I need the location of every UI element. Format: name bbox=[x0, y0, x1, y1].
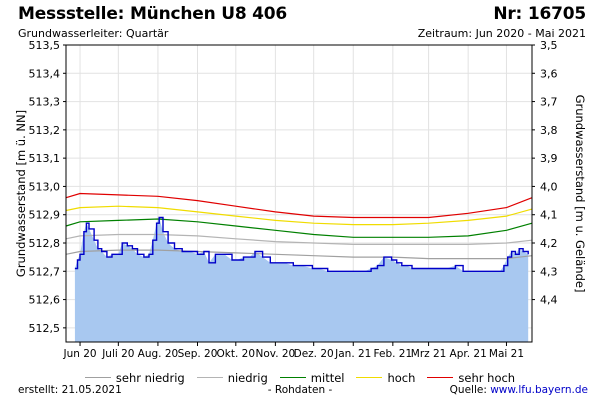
x-tick-label: Mai 21 bbox=[489, 348, 524, 360]
y-tick-label: 513,4 bbox=[29, 67, 61, 80]
y-right-axis-title: Grundwasserstand [m u. Gelände] bbox=[573, 95, 587, 293]
x-tick-label: Jun 20 bbox=[62, 348, 96, 360]
source-link[interactable]: www.lfu.bayern.de bbox=[490, 384, 588, 396]
period-label: Zeitraum: Jun 2020 - Mai 2021 bbox=[417, 27, 586, 40]
y-right-tick-label: 4,2 bbox=[540, 237, 558, 250]
series-line-mittel bbox=[65, 218, 533, 238]
y-tick-label: 512,6 bbox=[29, 294, 61, 307]
x-tick-label: Mrz 21 bbox=[411, 348, 447, 360]
legend-label: niedrig bbox=[227, 370, 268, 385]
y-tick-label: 512,5 bbox=[29, 322, 61, 335]
series-line-sehr_hoch bbox=[65, 192, 533, 219]
legend-swatch bbox=[356, 377, 383, 378]
raw-data-note: - Rohdaten - bbox=[267, 384, 333, 396]
legend-item-hoch: hoch bbox=[356, 371, 415, 385]
aquifer-label: Grundwasserleiter: Quartär bbox=[18, 27, 169, 40]
y-right-tick-label: 3,8 bbox=[540, 124, 558, 137]
y-right-tick-label: 3,6 bbox=[540, 67, 558, 80]
y-right-tick-label: 3,7 bbox=[540, 96, 558, 109]
legend-swatch bbox=[196, 377, 223, 378]
series-line-niedrig bbox=[65, 233, 533, 245]
source-label: Quelle: bbox=[449, 384, 491, 396]
y-tick-label: 513,3 bbox=[29, 96, 61, 109]
x-tick-label: Juli 20 bbox=[101, 348, 134, 360]
x-tick-label: Dez. 20 bbox=[294, 348, 334, 360]
y-tick-label: 513,5 bbox=[29, 39, 61, 52]
y-tick-label: 512,7 bbox=[29, 265, 61, 278]
y-tick-label: 513,0 bbox=[29, 180, 61, 193]
y-axis-title: Grundwasserstand [m ü. NN] bbox=[14, 110, 28, 277]
legend-swatch bbox=[279, 377, 306, 378]
station-number: Nr: 16705 bbox=[493, 4, 586, 24]
measured-line bbox=[74, 216, 529, 272]
legend-item-sehr_niedrig: sehr niedrig bbox=[84, 370, 185, 385]
x-tick-label: Aug. 20 bbox=[138, 348, 179, 360]
y-tick-label: 512,9 bbox=[29, 209, 61, 222]
legend-item-niedrig: niedrig bbox=[196, 370, 268, 385]
x-tick-label: Apr. 21 bbox=[450, 348, 487, 360]
legend-item-sehr_hoch: sehr hoch bbox=[427, 371, 515, 385]
legend-label: sehr hoch bbox=[458, 370, 516, 385]
created-date: erstellt: 21.05.2021 bbox=[18, 384, 122, 396]
source-credit: Quelle: www.lfu.bayern.de bbox=[450, 384, 588, 396]
legend-swatch bbox=[84, 377, 111, 378]
x-tick-label: Feb. 21 bbox=[374, 348, 413, 360]
series-line-sehr_niedrig bbox=[65, 249, 533, 260]
plot-frame bbox=[65, 44, 533, 343]
y-tick-label: 513,1 bbox=[29, 152, 61, 165]
legend-swatch bbox=[427, 377, 454, 378]
legend-label: mittel bbox=[310, 370, 345, 385]
legend-label: sehr niedrig bbox=[115, 370, 185, 385]
chart-legend: sehr niedrig niedrig mittel hoch sehr hoch bbox=[0, 367, 600, 385]
y-right-tick-label: 4,0 bbox=[540, 180, 558, 193]
x-tick-label: Nov. 20 bbox=[256, 348, 296, 360]
legend-item-mittel: mittel bbox=[279, 370, 345, 385]
y-right-tick-label: 4,3 bbox=[540, 265, 558, 278]
x-tick-label: Okt. 20 bbox=[217, 348, 256, 360]
y-right-tick-label: 4,4 bbox=[540, 294, 558, 307]
station-title: Messstelle: München U8 406 bbox=[18, 4, 288, 24]
y-right-tick-label: 3,9 bbox=[540, 152, 558, 165]
legend-label: hoch bbox=[387, 370, 416, 385]
measured-area bbox=[74, 217, 529, 342]
x-tick-label: Sep. 20 bbox=[178, 348, 218, 360]
y-right-tick-label: 4,1 bbox=[540, 209, 558, 222]
y-tick-label: 512,8 bbox=[29, 237, 61, 250]
y-tick-label: 513,2 bbox=[29, 124, 61, 137]
y-right-tick-label: 3,5 bbox=[540, 39, 558, 52]
x-tick-label: Jan. 21 bbox=[334, 348, 371, 360]
series-line-hoch bbox=[65, 205, 533, 226]
